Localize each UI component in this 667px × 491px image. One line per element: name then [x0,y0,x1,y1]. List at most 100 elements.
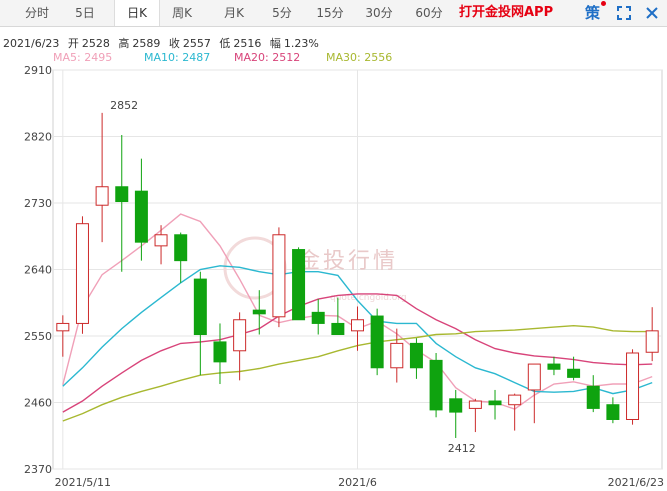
tab-intraday[interactable]: 分时 [24,6,49,20]
info-amp-label: 幅 [269,37,281,50]
tab-30min[interactable]: 30分 [365,6,393,20]
candle [488,389,502,420]
strategy-icon[interactable]: 策 [585,4,601,22]
y-tick-label: 2640 [24,264,52,277]
tab-monthly-k[interactable]: 月K [224,6,244,20]
tab-5min[interactable]: 5分 [272,6,292,20]
candle [449,389,463,438]
grid-layer [52,69,663,470]
tab-5day[interactable]: 5日 [75,6,95,20]
y-tick-label: 2370 [24,463,52,476]
legend-ma20: MA20: 2512 [234,51,301,64]
candle-body-down [331,322,345,336]
candle-body-down [174,234,188,262]
candle [95,112,109,243]
notification-dot-icon [601,1,606,6]
candle [311,299,325,335]
candle [508,393,522,431]
candle [409,338,423,379]
high-marker-label: 2852 [110,99,138,112]
candle-body-up [233,319,247,352]
candle [547,356,561,376]
info-amp-value: 1.23% [283,37,319,50]
candle-body-down [449,398,463,413]
candle-body-up [508,394,522,406]
candle-body-down [370,315,384,369]
info-close-value: 2557 [182,37,211,50]
candle [233,312,247,381]
candle [56,315,70,357]
candle [174,232,188,283]
info-low-value: 2516 [233,37,262,50]
candle [272,227,286,328]
info-low-label: 低 [219,37,231,50]
candle [567,356,581,381]
tab-60min[interactable]: 60分 [415,6,443,20]
candle [429,352,443,418]
x-tick-label: 2021/5/11 [55,476,111,489]
candle-body-down [429,359,443,411]
info-date: 2021/6/23 [3,37,60,50]
y-tick-label: 2730 [24,197,52,210]
candle-body-down [134,190,148,243]
candle-body-down [193,278,207,336]
candle [292,247,306,321]
legend-ma5: MA5: 2495 [53,51,113,64]
x-tick-label: 2021/6/23 [608,476,664,489]
candle [154,225,168,265]
info-open-value: 2528 [81,37,110,50]
low-marker-label: 2412 [448,442,476,455]
candle-body-up [272,234,286,318]
candle-body-down [311,311,325,324]
candle-body-up [56,322,70,332]
candle-body-down [115,186,129,203]
candle-body-up [95,186,109,206]
candle-body-down [488,400,502,406]
info-high-value: 2589 [132,37,161,50]
y-tick-label: 2460 [24,397,52,410]
candle-body-down [547,363,561,370]
tab-daily-k[interactable]: 日K [114,0,160,26]
candle-body-up [75,223,89,324]
candle [134,158,148,261]
candle [626,349,640,425]
ohlc-info-bar: 2021/6/23 开 2528 高 2589 收 2557 低 2516 幅 1.23% [3,35,324,51]
candle-body-up [468,400,482,409]
candle [115,135,129,272]
candle [331,297,345,336]
candle [252,290,266,335]
candle [645,307,659,362]
watermark-subtext: quote.cngold.org [330,293,407,303]
fullscreen-icon[interactable] [617,6,631,20]
candle-body-up [626,352,640,420]
open-app-link[interactable]: 打开金投网APP [459,5,554,20]
candle [351,306,364,351]
tab-weekly-k[interactable]: 周K [172,6,192,20]
candle [527,363,541,424]
candle-body-down [409,342,423,369]
candle-body-down [252,309,266,315]
candle-body-up [390,342,404,369]
legend-ma30: MA30: 2556 [326,51,393,64]
candle-body-up [527,363,541,391]
extreme-markers: 2852 2412 [110,99,476,455]
watermark: 金投行情 quote.cngold.org [223,236,407,303]
ma-line-ma10 [62,265,653,395]
candle-body-up [154,234,168,247]
candle-body-up [645,330,659,353]
candle [213,323,227,385]
candle [193,271,207,376]
candle-body-down [606,404,620,420]
axis-layer: 2370 2460 2550 2640 2730 2820 2910 2021/5/11 202… [24,64,664,489]
tab-15min[interactable]: 15分 [316,6,344,20]
watermark-text: 金投行情 [298,249,398,274]
candle [606,397,620,424]
y-tick-label: 2820 [24,131,52,144]
candle [468,398,482,433]
candle-body-down [567,368,581,378]
close-icon[interactable] [645,6,659,20]
y-tick-label: 2910 [24,64,52,77]
candle-body-down [586,385,600,409]
candles [56,112,659,438]
candle-body-down [213,341,227,363]
